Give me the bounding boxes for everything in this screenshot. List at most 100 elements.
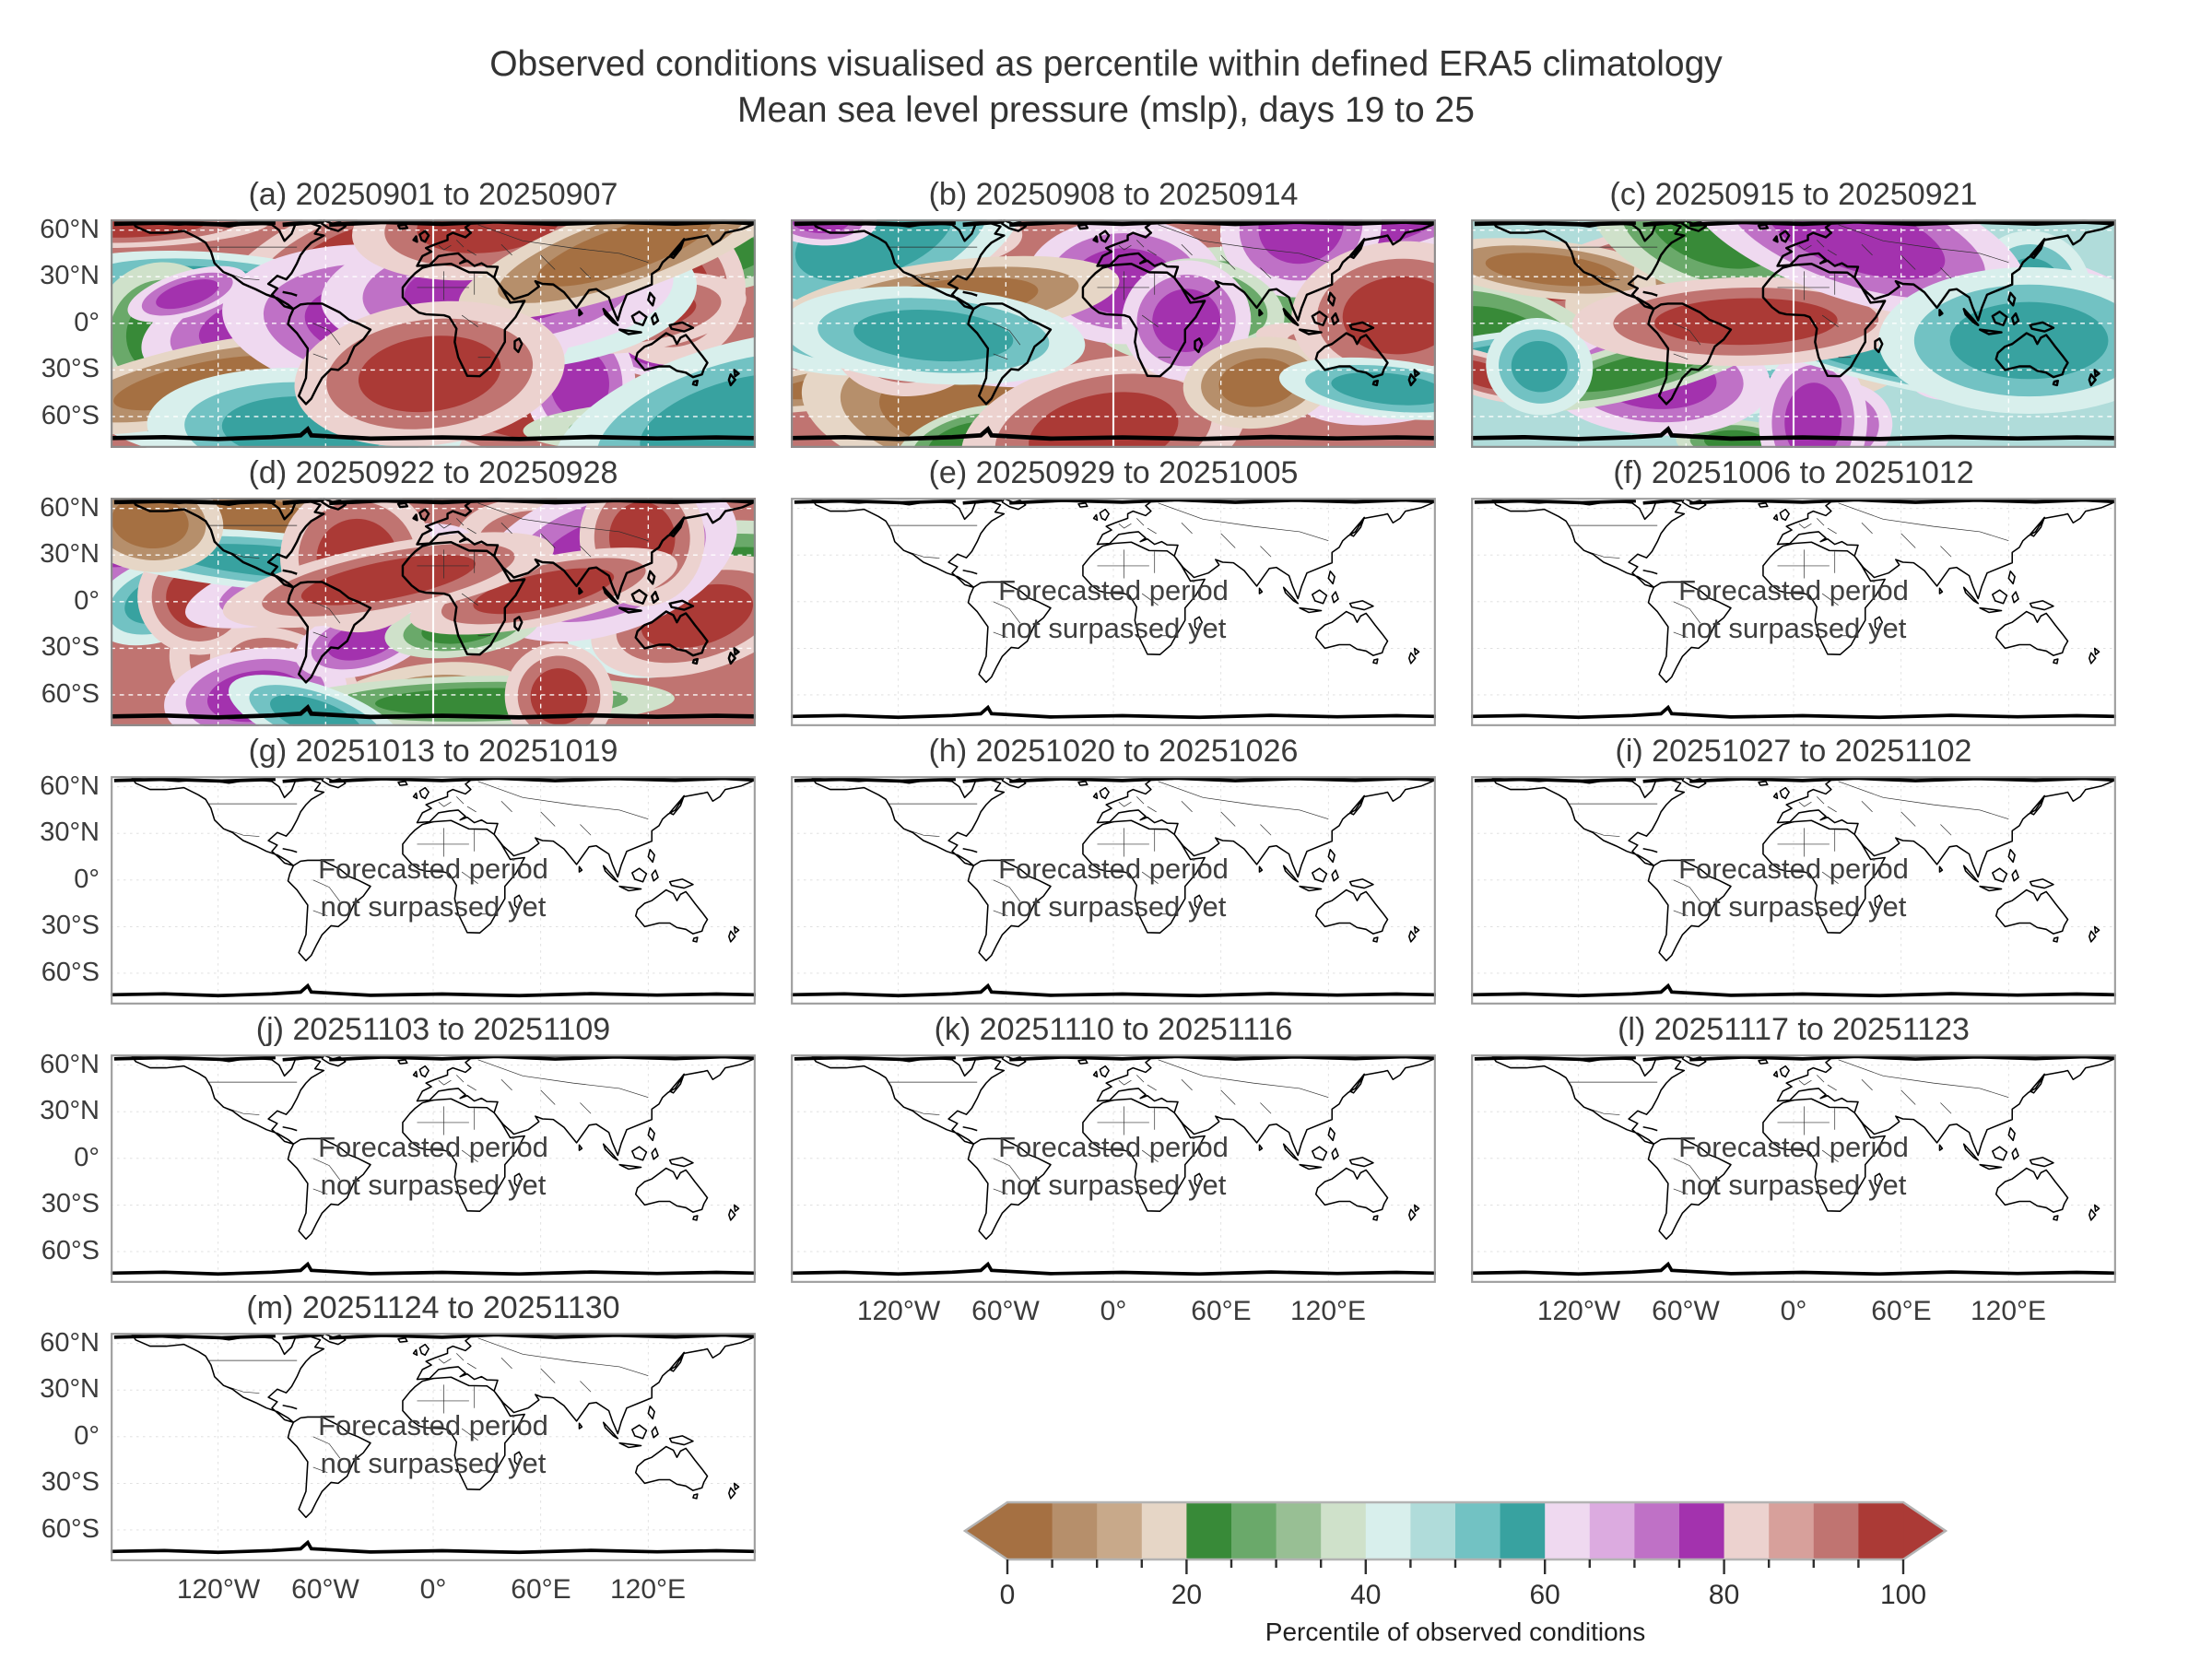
y-tick-label: 60°S [41, 1514, 100, 1544]
y-tick-label: 30°S [41, 354, 100, 383]
x-tick-label: 0° [1100, 1296, 1127, 1326]
figure-title-line2: Mean sea level pressure (mslp), days 19 … [737, 90, 1475, 130]
colorbar-segment [1634, 1502, 1680, 1559]
colorbar-segment [1858, 1502, 1904, 1559]
colorbar-segment [1769, 1502, 1815, 1559]
y-tick-label: 60°S [41, 401, 100, 430]
colorbar-segment [1365, 1502, 1411, 1559]
colorbar-tick-label: 60 [1530, 1580, 1560, 1610]
contour-blob [1784, 382, 1842, 448]
x-tick-label: 0° [1780, 1296, 1807, 1326]
x-tick-label: 120°W [856, 1296, 941, 1326]
forecast-note-h: Forecasted period not surpassed yet [791, 850, 1436, 925]
y-tick-label: 0° [74, 1421, 100, 1451]
y-tick-label: 60°S [41, 1236, 100, 1265]
map-frame [1471, 498, 2116, 726]
forecast-note-line2: not surpassed yet [1680, 1169, 1907, 1201]
map-frame [791, 498, 1436, 726]
x-tick-label: 120°E [1289, 1296, 1367, 1326]
colorbar-segment [1321, 1502, 1367, 1559]
map-frame [111, 1333, 756, 1561]
y-tick-label: 60°S [41, 958, 100, 987]
colorbar-segment [1455, 1502, 1501, 1559]
colorbar-tick-label: 20 [1171, 1580, 1202, 1610]
colorbar-segment [1589, 1502, 1635, 1559]
colorbar-segment [1500, 1502, 1546, 1559]
forecast-note-line2: not surpassed yet [1680, 612, 1907, 644]
colorbar-segment [1052, 1502, 1098, 1559]
colorbar-segment [1813, 1502, 1859, 1559]
panel-title-d: (d) 20250922 to 20250928 [248, 455, 618, 490]
forecast-note-line1: Forecasted period [318, 853, 548, 885]
map-frame [1471, 1054, 2116, 1283]
colorbar-segment [1724, 1502, 1770, 1559]
y-tick-label: 30°N [40, 818, 100, 847]
world-map-a [111, 219, 756, 448]
colorbar-segment [1097, 1502, 1143, 1559]
forecast-note-line2: not surpassed yet [1000, 1169, 1227, 1201]
x-tick-label: 60°W [1652, 1296, 1720, 1326]
world-map-k [791, 1054, 1436, 1283]
map-frame [111, 776, 756, 1005]
panel-title-a: (a) 20250901 to 20250907 [248, 177, 618, 212]
colorbar-segment [1007, 1502, 1053, 1559]
map-frame [791, 1054, 1436, 1283]
forecast-note-e: Forecasted period not surpassed yet [791, 571, 1436, 647]
colorbar-svg: 0 20 40 60 80 100 Percentile of observed condi… [962, 1500, 1948, 1646]
y-tick-label: 30°N [40, 539, 100, 569]
contour-blob [1653, 298, 1838, 346]
y-tick-label: 60°N [40, 1050, 100, 1079]
y-tick-label: 0° [74, 308, 100, 337]
contour-blob [1258, 219, 1344, 265]
y-tick-label: 30°N [40, 1096, 100, 1125]
world-map-m [111, 1333, 756, 1561]
world-map-e [791, 498, 1436, 726]
x-tick-label: 120°E [609, 1574, 687, 1605]
colorbar-segment [1186, 1502, 1232, 1559]
contour-blob [1511, 340, 1568, 393]
colorbar-extend-low [965, 1502, 1007, 1559]
forecast-note-line1: Forecasted period [1678, 1131, 1909, 1163]
x-tick-label: 120°W [1536, 1296, 1621, 1326]
contour-blob [1949, 301, 2109, 380]
contour-blob [300, 554, 476, 606]
panel-title-c: (c) 20250915 to 20250921 [1609, 177, 1978, 212]
contour-blob [358, 335, 501, 413]
contour-blob [794, 219, 954, 282]
y-tick-label: 0° [74, 1143, 100, 1172]
panel-title-i: (i) 20251027 to 20251102 [1615, 734, 1972, 769]
world-map-h [791, 776, 1436, 1005]
world-map-g [111, 776, 756, 1005]
panel-title-g: (g) 20251013 to 20251019 [248, 734, 618, 769]
y-tick-label: 30°S [41, 1189, 100, 1218]
forecast-note-j: Forecasted period not surpassed yet [111, 1128, 756, 1204]
map-frame [111, 219, 756, 448]
colorbar-segment [1276, 1502, 1322, 1559]
world-map-f [1471, 498, 2116, 726]
contour-blob [530, 668, 588, 725]
y-tick-label: 60°N [40, 493, 100, 523]
colorbar: 0 20 40 60 80 100 Percentile of observed condi… [940, 1475, 2028, 1659]
x-tick-label: 60°E [511, 1574, 571, 1605]
colorbar-segment [1545, 1502, 1591, 1559]
forecast-note-line2: not surpassed yet [1680, 890, 1907, 923]
y-tick-label: 60°N [40, 771, 100, 801]
world-map-b [791, 219, 1436, 448]
forecast-note-line2: not surpassed yet [1000, 890, 1227, 923]
forecast-note-line2: not surpassed yet [320, 890, 547, 923]
world-map-i [1471, 776, 2116, 1005]
map-frame [111, 1054, 756, 1283]
x-tick-label: 60°W [971, 1296, 1040, 1326]
world-map-j [111, 1054, 756, 1283]
contour-blob [550, 348, 609, 419]
contour-blob [1766, 219, 1946, 279]
x-tick-label: 60°E [1871, 1296, 1932, 1326]
contour-blob [1342, 276, 1436, 355]
colorbar-segment [1231, 1502, 1277, 1559]
colorbar-segment [1679, 1502, 1725, 1559]
y-tick-label: 30°S [41, 632, 100, 662]
forecast-note-g: Forecasted period not surpassed yet [111, 850, 756, 925]
map-frame [791, 219, 1436, 448]
contour-blob [156, 279, 219, 310]
